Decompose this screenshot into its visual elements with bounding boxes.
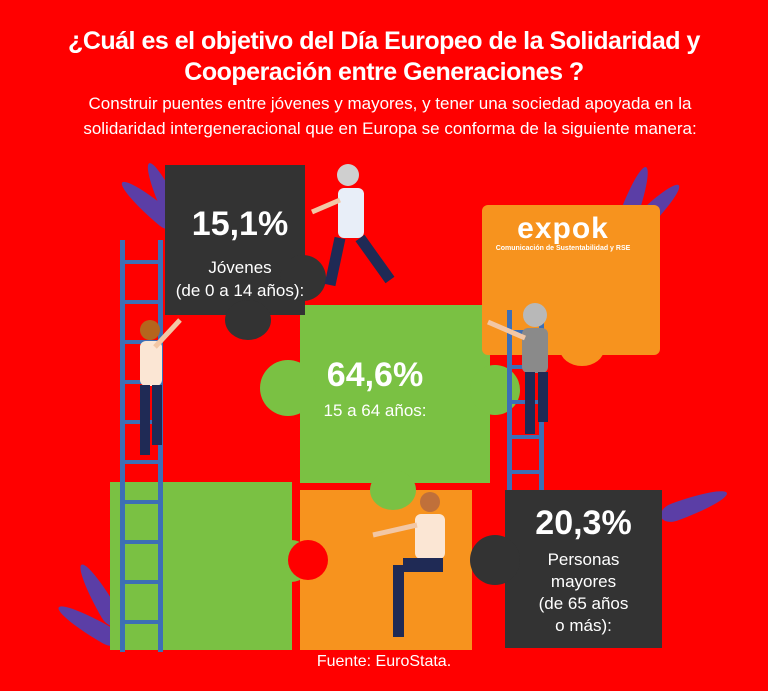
puzzle-knob <box>225 300 271 340</box>
elderly-age-range-2: o más): <box>555 616 612 635</box>
young-man-illustration <box>372 492 445 637</box>
elderly-age-range: (de 65 años <box>538 594 629 613</box>
source-footer: Fuente: EuroStata. <box>316 653 452 670</box>
puzzle-slot <box>288 540 328 580</box>
elderly-label-1: Personas <box>547 550 620 569</box>
title-line-2: Cooperación entre Generaciones ? <box>184 58 584 86</box>
puzzle-knob <box>560 332 604 366</box>
young-age-range: (de 0 a 14 años): <box>175 281 305 300</box>
young-label: Jóvenes <box>208 258 272 277</box>
leaf-decoration <box>658 484 730 526</box>
page-title: ¿Cuál es el objetivo del Día Europeo de … <box>0 26 768 88</box>
subtitle-line-2: solidaridad intergeneracional que en Eur… <box>83 119 697 138</box>
expok-logo: expok Comunicación de Sustentabilidad y … <box>488 212 638 253</box>
puzzle-knob <box>370 470 416 510</box>
puzzle-knob <box>470 535 520 585</box>
old-woman-pushing-illustration <box>487 303 548 434</box>
old-man-pushing-illustration <box>311 164 395 287</box>
young-percent: 15,1% <box>191 205 289 243</box>
title-line-1: ¿Cuál es el objetivo del Día Europeo de … <box>68 27 700 55</box>
elderly-percent: 20,3% <box>535 504 632 542</box>
puzzle-piece-dark-top <box>165 165 305 315</box>
puzzle-piece-green-middle <box>300 305 490 483</box>
girl-on-ladder-illustration <box>140 318 182 455</box>
puzzle-piece-dark-bottom <box>505 490 662 648</box>
puzzle-knob <box>260 360 316 416</box>
puzzle-knob <box>280 255 326 301</box>
subtitle: Construir puentes entre jóvenes y mayore… <box>40 91 740 141</box>
logo-text: expok <box>517 212 609 245</box>
adult-percent: 64,6% <box>326 356 424 394</box>
elderly-label-2: mayores <box>550 572 617 591</box>
subtitle-line-1: Construir puentes entre jóvenes y mayore… <box>88 94 692 113</box>
adult-label: 15 a 64 años: <box>323 401 427 420</box>
logo-tagline: Comunicación de Sustentabilidad y RSE <box>495 245 631 252</box>
